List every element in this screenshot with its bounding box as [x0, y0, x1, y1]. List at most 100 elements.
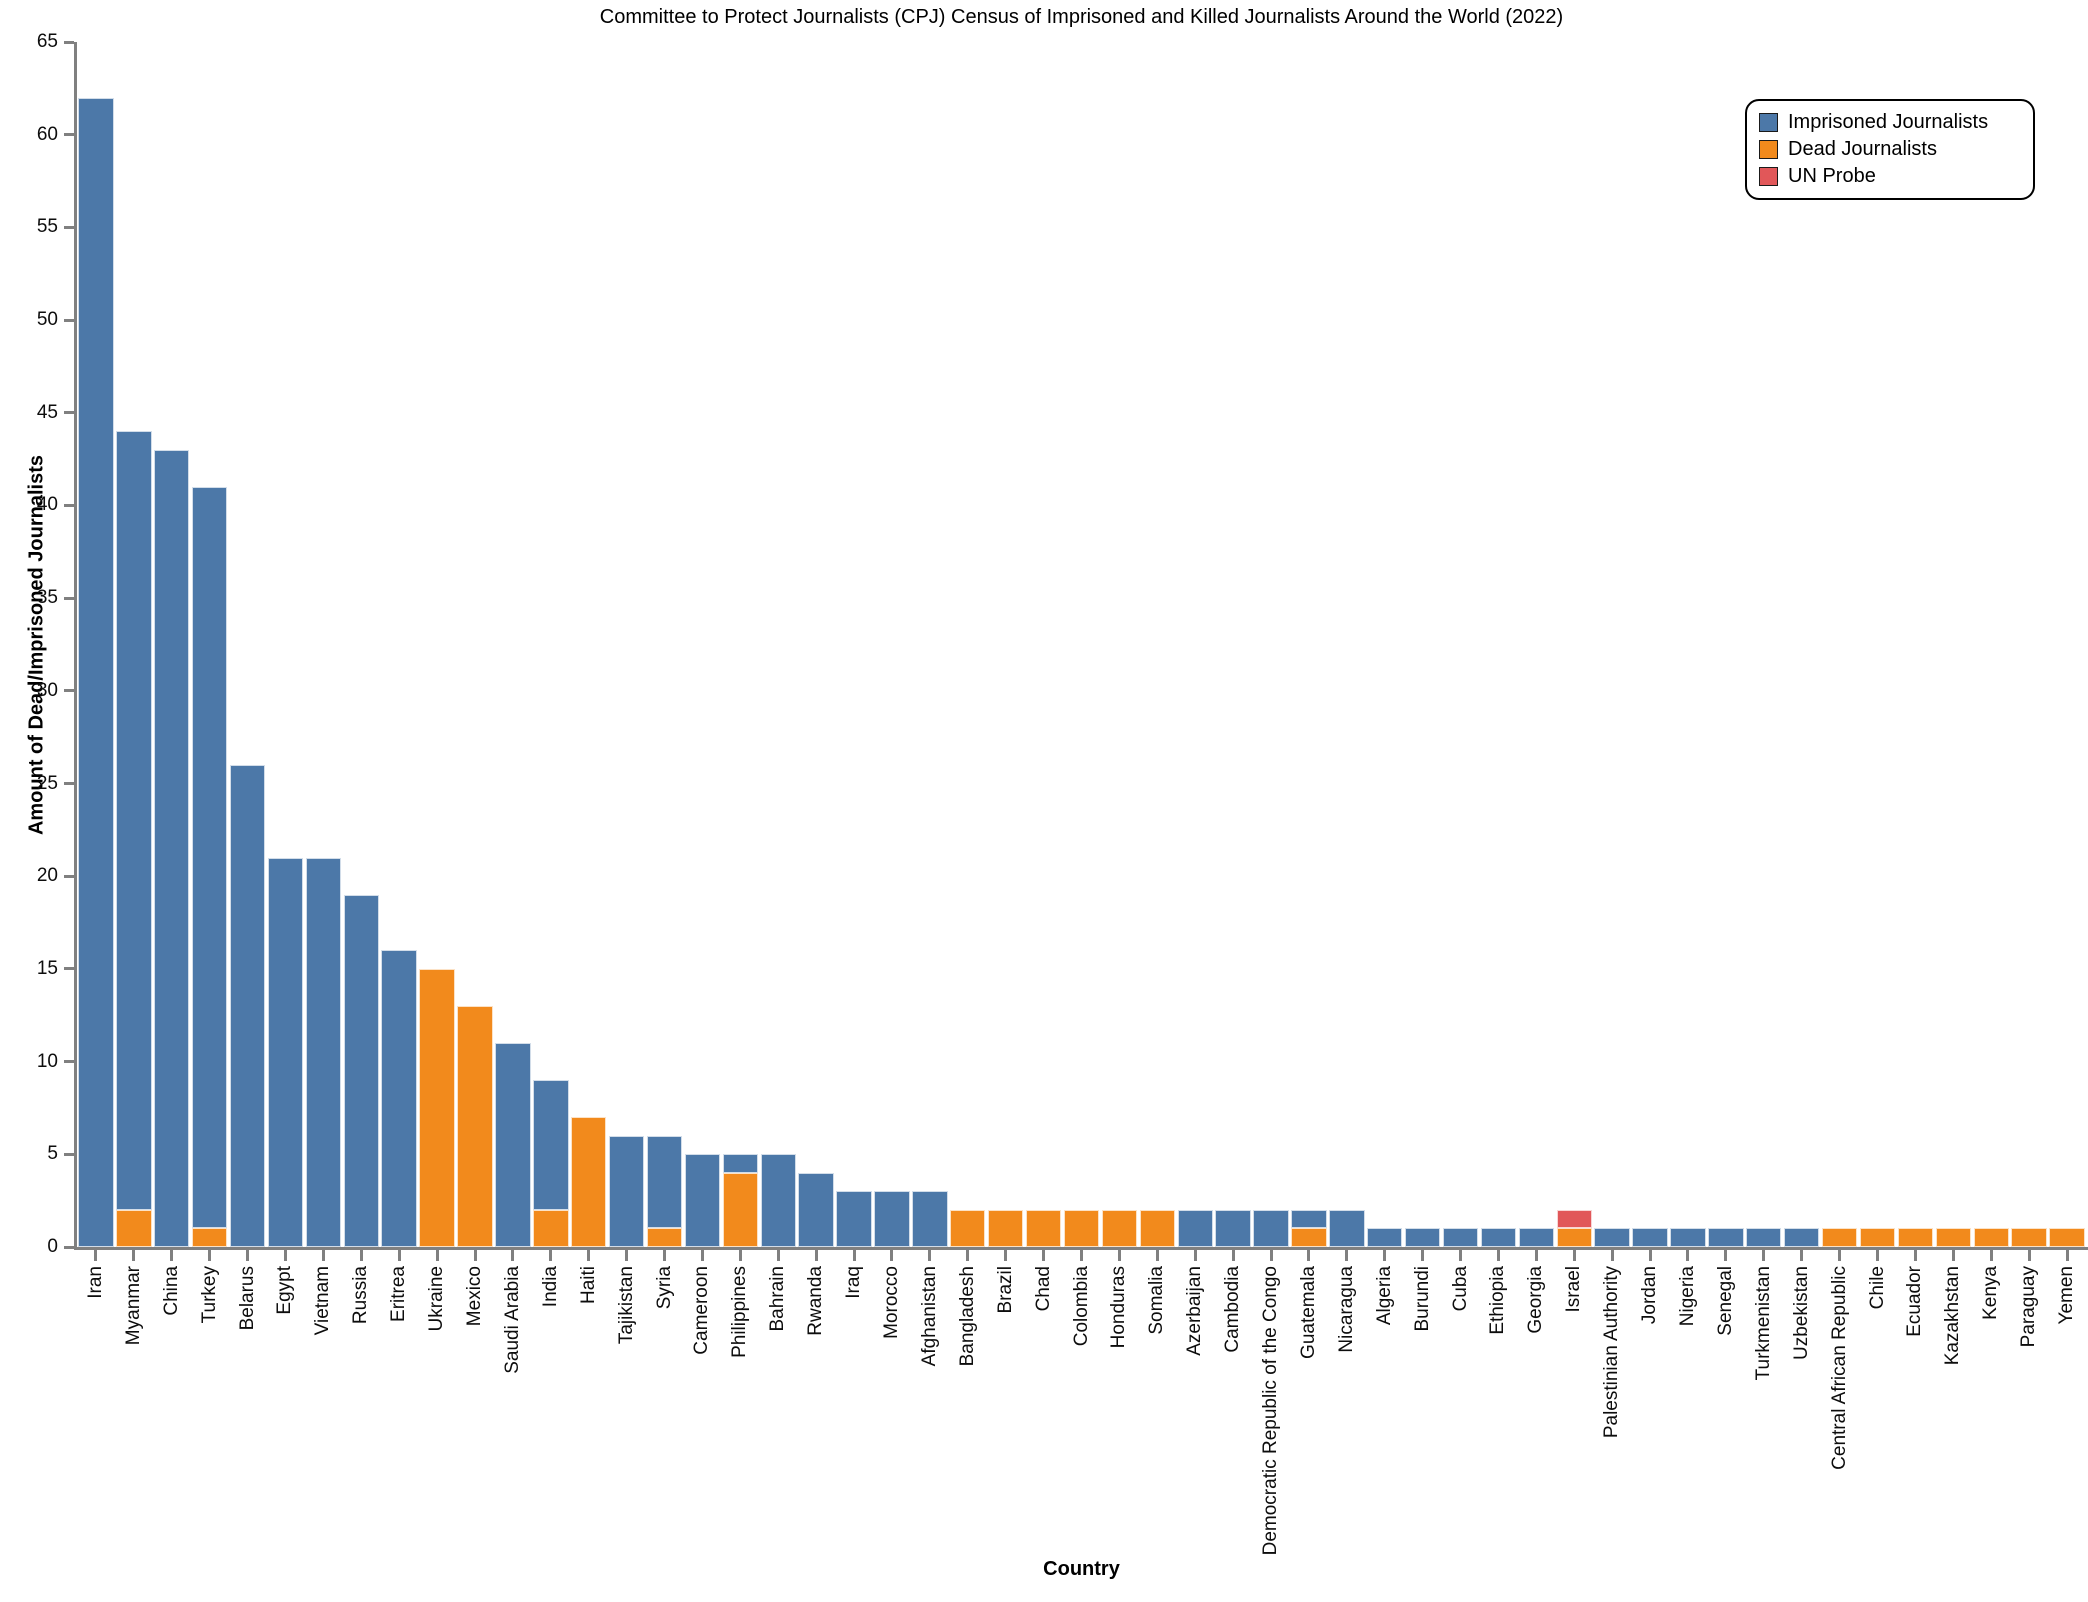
x-tick-mark [1572, 1250, 1576, 1261]
bar-bahrain-imprisoned [760, 1154, 796, 1247]
bar-saudi-arabia-imprisoned [495, 1043, 531, 1247]
y-tick-label: 35 [36, 587, 58, 609]
y-tick-mark [64, 874, 74, 878]
y-tick-label: 15 [36, 957, 58, 979]
bar-china-imprisoned [154, 449, 190, 1247]
x-tick-mark [1307, 1250, 1311, 1261]
x-tick-mark [1876, 1250, 1880, 1261]
x-tick-label: Myanmar [122, 1266, 144, 1346]
y-tick-label: 40 [36, 494, 58, 516]
bar-democratic-republic-of-the-congo-imprisoned [1253, 1209, 1289, 1247]
bar-central-african-republic-dead [1821, 1228, 1858, 1247]
x-tick-label: Afghanistan [918, 1266, 940, 1367]
x-tick-mark [776, 1250, 780, 1261]
bar-ethiopia-imprisoned [1480, 1228, 1517, 1247]
x-tick-label: Belarus [236, 1266, 258, 1331]
bar-egypt-imprisoned [267, 857, 304, 1247]
bar-chile-dead [1859, 1228, 1896, 1247]
y-tick-mark [64, 411, 74, 415]
x-tick-mark [1534, 1250, 1538, 1261]
y-tick-label: 0 [47, 1236, 58, 1257]
x-tick-label: Turkmenistan [1752, 1266, 1774, 1381]
x-tick-label: Chile [1866, 1266, 1888, 1310]
x-tick-label: Somalia [1146, 1266, 1168, 1335]
x-tick-mark [1496, 1250, 1500, 1261]
x-tick-mark [1648, 1250, 1652, 1261]
legend-label-dead: Dead Journalists [1788, 138, 1937, 160]
bar-vietnam-imprisoned [305, 857, 342, 1247]
x-tick-label: Yemen [2056, 1266, 2078, 1325]
x-tick-mark [1421, 1250, 1425, 1261]
x-tick-label: Iran [84, 1266, 106, 1299]
x-tick-mark [1989, 1250, 1993, 1261]
legend: Imprisoned Journalists Dead Journalists … [1745, 99, 2035, 200]
x-tick-mark [814, 1250, 818, 1261]
bar-palestinian-authority-imprisoned [1594, 1228, 1630, 1247]
x-tick-mark [1951, 1250, 1955, 1261]
x-tick-label: Cameroon [691, 1266, 713, 1355]
x-axis-label: Country [1043, 1558, 1120, 1580]
legend-item-un-probe: UN Probe [1759, 163, 2021, 190]
y-tick-mark [64, 503, 74, 507]
x-tick-mark [208, 1250, 212, 1261]
legend-label-imprisoned: Imprisoned Journalists [1788, 111, 1989, 133]
x-tick-label: Israel [1563, 1266, 1585, 1313]
bar-rwanda-imprisoned [798, 1172, 834, 1247]
x-tick-mark [435, 1250, 439, 1261]
x-tick-mark [852, 1250, 856, 1261]
bar-azerbaijan-imprisoned [1177, 1209, 1213, 1247]
x-tick-label: Russia [350, 1266, 372, 1325]
bar-mexico-dead [457, 1006, 493, 1247]
x-tick-label: Colombia [1070, 1266, 1092, 1347]
x-tick-mark [1838, 1250, 1842, 1261]
y-tick-mark [64, 1245, 74, 1249]
bar-nicaragua-imprisoned [1329, 1209, 1365, 1247]
x-tick-label: Rwanda [805, 1266, 827, 1336]
y-tick-mark [64, 40, 74, 44]
bar-iran-imprisoned [78, 97, 114, 1247]
bar-russia-imprisoned [343, 894, 379, 1247]
x-tick-label: Burundi [1411, 1266, 1433, 1332]
legend-label-un-probe: UN Probe [1788, 165, 1876, 187]
y-tick-label: 30 [36, 679, 58, 701]
bar-myanmar-imprisoned [116, 431, 152, 1210]
x-tick-label: Palestinian Authority [1601, 1266, 1623, 1439]
x-tick-label: Senegal [1714, 1266, 1736, 1336]
x-tick-label: Uzbekistan [1790, 1266, 1812, 1360]
x-tick-label: Cuba [1449, 1266, 1471, 1312]
x-tick-label: Cambodia [1222, 1266, 1244, 1353]
bar-georgia-imprisoned [1518, 1228, 1555, 1247]
y-tick-label: 50 [36, 309, 58, 331]
x-tick-mark [511, 1250, 515, 1261]
bar-afghanistan-imprisoned [912, 1191, 948, 1247]
x-tick-label: Morocco [880, 1266, 902, 1339]
x-tick-label: Guatemala [1297, 1266, 1319, 1359]
y-tick-mark [64, 782, 74, 786]
bar-tajikistan-imprisoned [608, 1135, 645, 1247]
x-tick-mark [663, 1250, 667, 1261]
x-tick-label: Algeria [1373, 1266, 1395, 1326]
x-tick-mark [132, 1250, 136, 1261]
x-tick-mark [1459, 1250, 1463, 1261]
x-tick-mark [1155, 1250, 1159, 1261]
y-tick-mark [64, 1152, 74, 1156]
x-tick-label: Ukraine [426, 1266, 448, 1332]
x-tick-mark [625, 1250, 629, 1261]
x-tick-mark [1269, 1250, 1273, 1261]
x-tick-mark [94, 1250, 98, 1261]
x-tick-mark [2065, 1250, 2069, 1261]
bar-kazakhstan-dead [1935, 1228, 1972, 1247]
x-tick-mark [966, 1250, 970, 1261]
y-tick-label: 60 [36, 123, 58, 145]
x-tick-label: Tajikistan [615, 1266, 637, 1345]
x-tick-label: Ethiopia [1487, 1266, 1509, 1335]
bar-india-dead [533, 1209, 569, 1247]
x-tick-label: Brazil [994, 1266, 1016, 1314]
x-tick-mark [2027, 1250, 2031, 1261]
x-tick-mark [928, 1250, 932, 1261]
x-tick-label: Kazakhstan [1942, 1266, 1964, 1366]
x-tick-label: Syria [653, 1266, 675, 1310]
x-tick-mark [1610, 1250, 1614, 1261]
legend-item-imprisoned: Imprisoned Journalists [1759, 109, 2021, 136]
x-tick-mark [1042, 1250, 1046, 1261]
